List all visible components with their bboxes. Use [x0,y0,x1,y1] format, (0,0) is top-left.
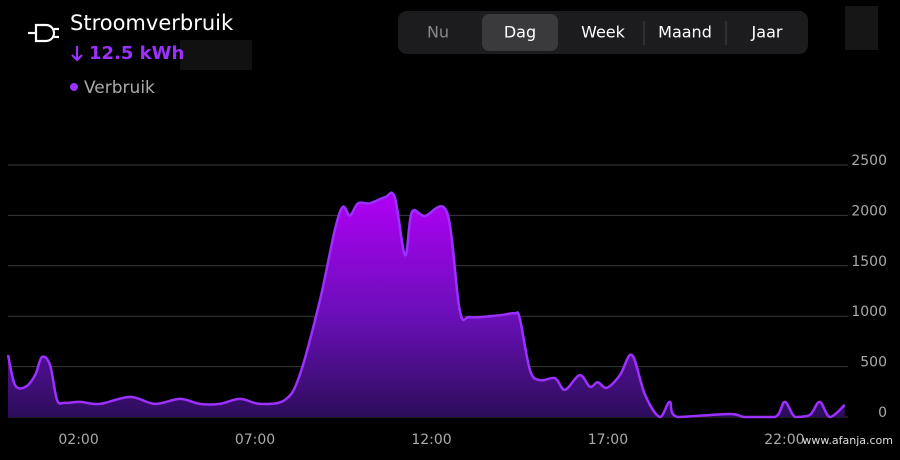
tabs: Nu Dag Week Maand Jaar [427,14,783,51]
legend-dot [70,83,78,91]
x-tick-label: 22:00 [764,432,804,448]
tab[interactable]: Nu [427,23,449,42]
plot: 0 500 1000 1500 2000 2500 02:00 07:00 12:00 17:00… [6,153,887,448]
page-title: Stroomverbruik [70,11,234,35]
x-tick-label: 07:00 [235,432,275,448]
tab[interactable]: Maand [658,23,712,42]
y-tick-label: 500 [860,355,887,371]
tab[interactable]: Dag [504,23,536,42]
y-tick-label: 1000 [851,304,887,320]
area-line [6,191,846,419]
total-backdrop [180,40,252,70]
y-tick-label: 0 [878,405,887,421]
legend-label: Verbruik [84,78,155,98]
watermark: www.afanja.com [802,434,893,447]
tab[interactable]: Jaar [751,23,783,42]
plug-icon [28,23,59,43]
x-tick-label: 02:00 [58,432,98,448]
tab-selected [482,14,558,51]
down-arrow [71,46,83,62]
area-fill [8,192,845,417]
x-tick-label: 17:00 [588,432,628,448]
x-tick-label: 12:00 [411,432,451,448]
side-button[interactable] [845,6,878,50]
tab[interactable]: Week [581,23,626,42]
y-tick-label: 2000 [851,203,887,219]
y-tick-label: 1500 [851,254,887,270]
y-tick-label: 2500 [851,153,887,169]
total-usage: 12.5 kWh [89,43,184,64]
